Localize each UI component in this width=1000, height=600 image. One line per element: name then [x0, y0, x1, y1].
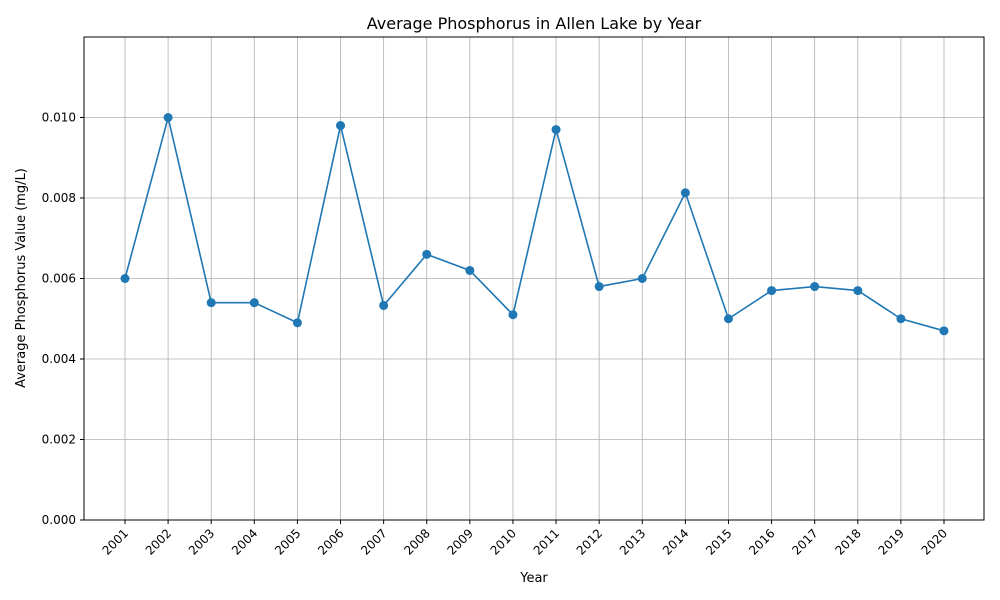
- y-tick-label: 0.008: [42, 191, 76, 205]
- x-tick-label: 2009: [444, 526, 475, 557]
- y-tick-label: 0.010: [42, 111, 76, 125]
- y-tick-label: 0.002: [42, 433, 76, 447]
- data-point: [853, 286, 863, 296]
- grid: [84, 37, 984, 521]
- x-tick-label: 2012: [574, 526, 605, 557]
- x-tick-label: 2018: [832, 526, 863, 557]
- data-point: [379, 300, 389, 310]
- x-tick-label: 2008: [401, 526, 432, 557]
- data-point: [206, 298, 216, 308]
- y-tick-label: 0.006: [42, 272, 76, 286]
- x-tick-label: 2019: [876, 526, 907, 557]
- data-point: [939, 326, 949, 336]
- x-tick-label: 2013: [617, 526, 648, 557]
- x-tick-label: 2001: [100, 526, 131, 557]
- data-point: [896, 314, 906, 324]
- y-axis-label: Average Phosphorus Value (mg/L): [14, 168, 29, 388]
- data-point: [680, 188, 690, 198]
- data-point: [723, 314, 733, 324]
- data-point: [594, 282, 604, 292]
- x-tick-label: 2020: [919, 526, 950, 557]
- x-tick-label: 2003: [186, 526, 217, 557]
- data-point: [249, 298, 259, 308]
- data-point: [508, 310, 518, 320]
- axes: 2001 2002 2003 2004 2005 2006 2007 2008 2009 2010…: [42, 111, 950, 558]
- x-tick-label: 2007: [358, 526, 389, 557]
- x-tick-label: 2004: [229, 526, 260, 557]
- x-tick-label: 2006: [315, 526, 346, 557]
- x-tick-label: 2016: [746, 526, 777, 557]
- series-line: [124, 117, 945, 332]
- y-tick-label: 0.004: [42, 352, 76, 366]
- x-tick-label: 2014: [660, 526, 691, 557]
- x-tick-label: 2017: [789, 526, 820, 557]
- chart-title: Average Phosphorus in Allen Lake by Year: [367, 14, 702, 33]
- series-group: [120, 113, 949, 336]
- x-tick-label: 2011: [531, 526, 562, 557]
- x-axis-label: Year: [519, 571, 548, 586]
- data-point: [767, 286, 777, 296]
- data-point: [292, 318, 302, 328]
- data-point: [551, 125, 561, 135]
- x-tick-label: 2005: [272, 526, 303, 557]
- data-point: [637, 274, 647, 283]
- data-point: [163, 113, 173, 122]
- data-point: [465, 265, 475, 275]
- y-tick-label: 0.000: [42, 513, 76, 527]
- data-point: [336, 121, 346, 131]
- data-point: [422, 249, 432, 259]
- x-tick-label: 2010: [488, 526, 519, 557]
- x-tick-label: 2002: [143, 526, 174, 557]
- data-point: [810, 282, 820, 292]
- x-tick-label: 2015: [703, 526, 734, 557]
- data-point: [120, 274, 130, 283]
